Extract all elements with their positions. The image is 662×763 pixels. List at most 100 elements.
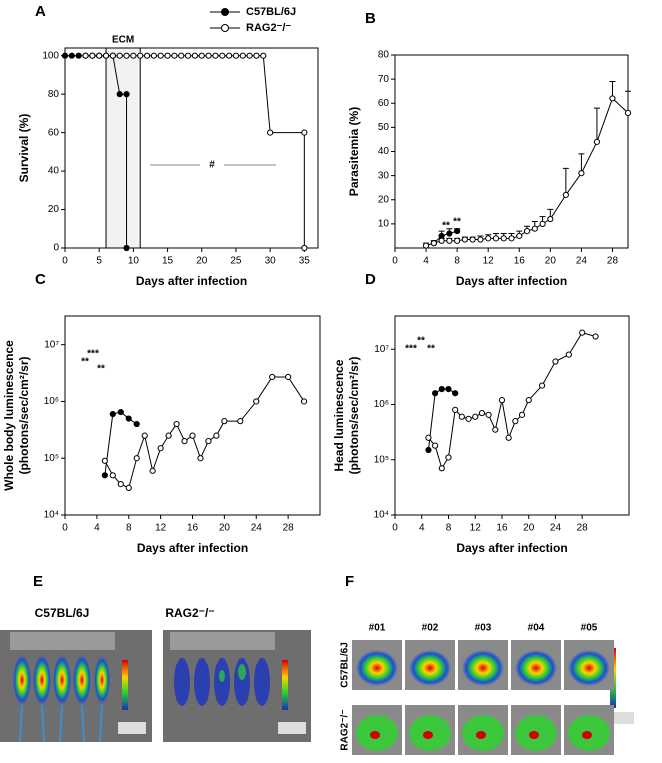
data-point xyxy=(438,465,445,472)
data-point xyxy=(539,220,546,227)
annotation: ** xyxy=(427,344,435,355)
data-point xyxy=(123,91,130,98)
x-tick-label: 12 xyxy=(470,523,482,534)
x-tick-label: 20 xyxy=(196,256,208,267)
x-tick-label: 24 xyxy=(251,523,263,534)
plot-frame xyxy=(64,47,319,249)
data-point xyxy=(116,91,123,98)
x-tick-label: 15 xyxy=(162,256,174,267)
data-point xyxy=(446,230,453,237)
region-label: ECM xyxy=(112,35,134,46)
x-tick-label: 20 xyxy=(219,523,231,534)
data-point xyxy=(469,236,476,243)
data-point xyxy=(438,237,445,244)
data-point xyxy=(109,410,116,418)
annotation: ** xyxy=(417,336,425,347)
data-point xyxy=(237,418,244,425)
data-point xyxy=(125,484,132,492)
y-tick-label: 20 xyxy=(378,194,390,205)
y-tick-label: 10⁶ xyxy=(374,399,389,410)
mouse-image xyxy=(423,731,433,739)
data-point xyxy=(432,442,439,449)
plot-frame xyxy=(64,315,321,516)
x-tick-label: 28 xyxy=(577,523,589,534)
data-point xyxy=(191,52,199,59)
panel-letter: A xyxy=(35,3,46,20)
data-point xyxy=(562,191,569,199)
y-tick-label: 60 xyxy=(48,127,60,138)
data-point xyxy=(498,397,506,404)
image-label: RAG2⁻/⁻ xyxy=(165,606,214,620)
mouse-image xyxy=(515,650,557,686)
mouse-image xyxy=(0,630,152,743)
data-point xyxy=(523,228,531,235)
data-point xyxy=(178,52,185,59)
data-point xyxy=(552,358,559,365)
x-tick-label: 8 xyxy=(454,256,460,267)
data-point xyxy=(219,52,226,59)
data-point xyxy=(445,454,452,461)
error-bar xyxy=(578,153,585,174)
data-point xyxy=(285,373,292,381)
annotation: *** xyxy=(87,349,99,360)
error-bar xyxy=(593,107,600,142)
data-point xyxy=(485,235,492,242)
x-tick-label: 28 xyxy=(607,256,619,267)
x-axis-label: Days after infection xyxy=(137,541,248,555)
data-point xyxy=(538,382,546,389)
panel-letter: F xyxy=(345,573,354,590)
data-point xyxy=(143,52,151,59)
x-tick-label: 4 xyxy=(419,523,425,534)
panel-letter: B xyxy=(365,10,376,27)
data-point xyxy=(133,420,140,428)
data-point xyxy=(197,455,204,462)
data-point xyxy=(300,398,308,405)
data-point xyxy=(518,411,526,418)
y-tick-label: 10 xyxy=(378,219,390,230)
data-point xyxy=(232,52,240,59)
x-tick-label: 12 xyxy=(155,523,167,534)
column-label: #05 xyxy=(581,623,598,634)
data-point xyxy=(239,52,246,59)
x-tick-label: 4 xyxy=(94,523,100,534)
data-point xyxy=(446,237,453,244)
data-point xyxy=(61,52,69,59)
y-tick-label: 10⁵ xyxy=(374,454,389,465)
data-point xyxy=(531,225,538,232)
data-point xyxy=(253,52,260,59)
row-label: RAG2⁻/⁻ xyxy=(340,709,351,750)
x-tick-label: 5 xyxy=(96,256,102,267)
x-tick-label: 25 xyxy=(230,256,242,267)
data-point xyxy=(205,438,212,445)
error-bar xyxy=(625,90,631,113)
series-line xyxy=(425,97,629,247)
mouse-image xyxy=(356,650,398,686)
data-point xyxy=(116,52,123,59)
x-tick-label: 20 xyxy=(545,256,557,267)
data-point xyxy=(226,52,233,59)
x-axis-label: Days after infection xyxy=(456,274,567,288)
legend-marker xyxy=(221,8,229,16)
y-tick-label: 100 xyxy=(42,50,59,61)
mouse-image xyxy=(582,731,592,739)
data-point xyxy=(445,386,452,393)
annotation: ** xyxy=(442,221,450,232)
data-point xyxy=(624,109,632,117)
data-point xyxy=(505,434,512,441)
data-point xyxy=(432,390,439,397)
y-axis-label: Survival (%) xyxy=(17,114,31,183)
data-point xyxy=(141,432,148,439)
annotation: *** xyxy=(405,344,417,355)
data-point xyxy=(592,333,599,340)
data-point xyxy=(189,432,196,439)
x-tick-label: 10 xyxy=(128,256,140,267)
column-label: #02 xyxy=(422,623,439,634)
data-point xyxy=(173,420,180,428)
x-tick-label: 8 xyxy=(446,523,452,534)
data-point xyxy=(89,52,96,59)
data-point xyxy=(117,481,124,488)
data-point xyxy=(478,409,486,417)
annotation: ** xyxy=(81,357,89,368)
data-point xyxy=(246,52,253,59)
data-point xyxy=(452,390,459,397)
